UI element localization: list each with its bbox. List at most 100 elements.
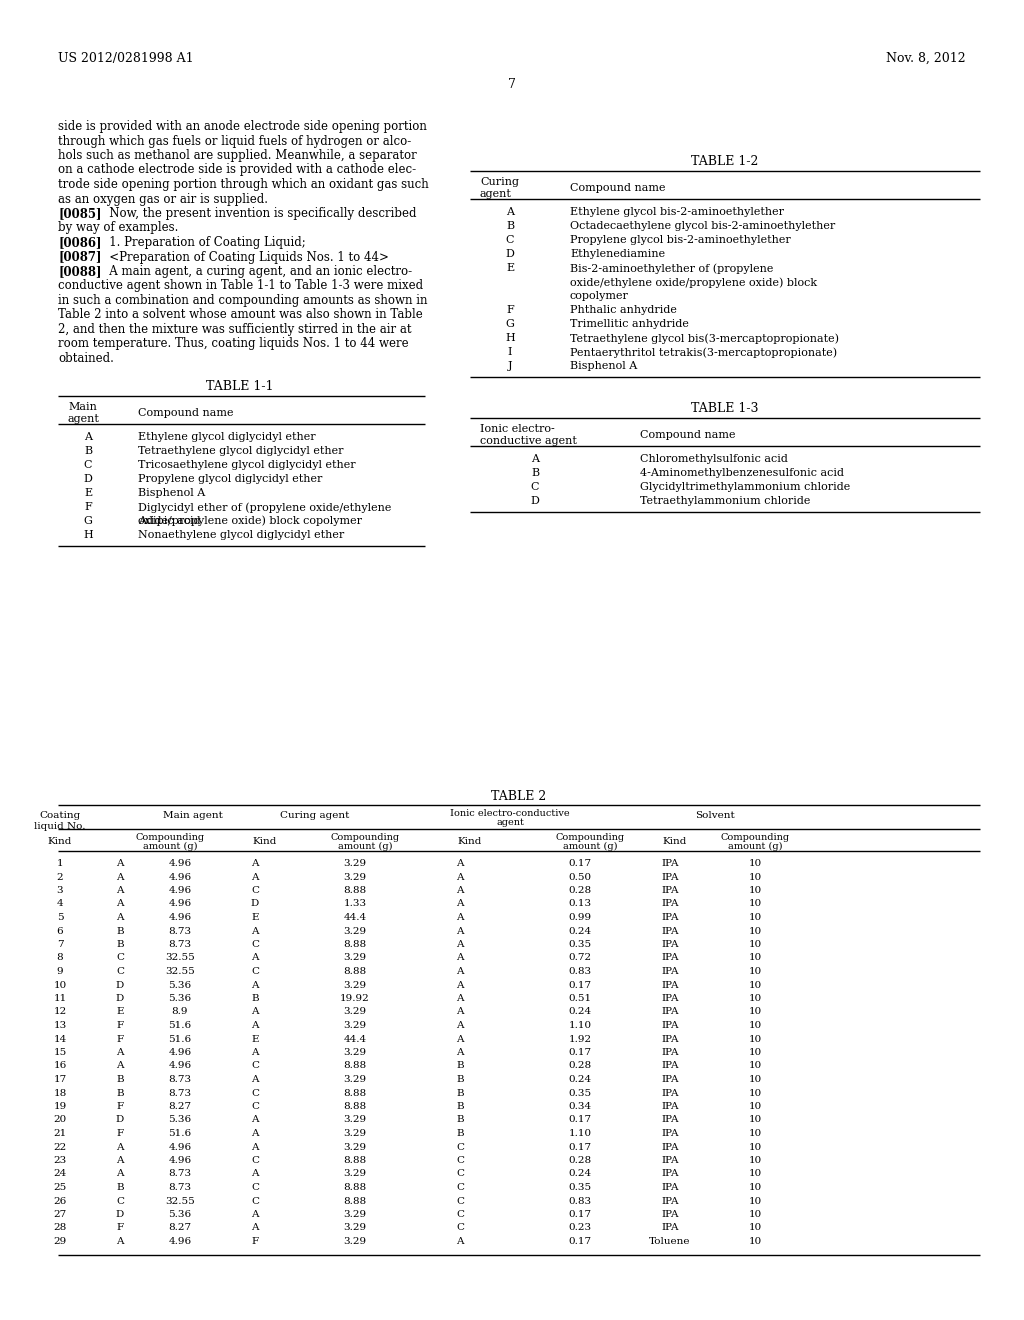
Text: IPA: IPA	[662, 899, 679, 908]
Text: B: B	[116, 1074, 124, 1084]
Text: H: H	[83, 531, 93, 540]
Text: 10: 10	[749, 1170, 762, 1179]
Text: A: A	[457, 1007, 464, 1016]
Text: IPA: IPA	[662, 1156, 679, 1166]
Text: Ethylenediamine: Ethylenediamine	[570, 249, 666, 259]
Text: conductive agent shown in Table 1-1 to Table 1-3 were mixed: conductive agent shown in Table 1-1 to T…	[58, 280, 423, 293]
Text: C: C	[251, 1196, 259, 1205]
Text: 10: 10	[749, 1061, 762, 1071]
Text: Tricosaethylene glycol diglycidyl ether: Tricosaethylene glycol diglycidyl ether	[138, 459, 355, 470]
Text: side is provided with an anode electrode side opening portion: side is provided with an anode electrode…	[58, 120, 427, 133]
Text: Compound name: Compound name	[138, 408, 233, 418]
Text: C: C	[506, 235, 514, 246]
Text: 8.88: 8.88	[343, 886, 367, 895]
Text: A: A	[117, 1156, 124, 1166]
Text: 20: 20	[53, 1115, 67, 1125]
Text: A: A	[251, 953, 259, 962]
Text: 4.96: 4.96	[168, 1143, 191, 1151]
Text: 0.83: 0.83	[568, 968, 592, 975]
Text: 44.4: 44.4	[343, 913, 367, 921]
Text: 6: 6	[56, 927, 63, 936]
Text: 4.96: 4.96	[168, 899, 191, 908]
Text: A main agent, a curing agent, and an ionic electro-: A main agent, a curing agent, and an ion…	[98, 265, 412, 279]
Text: 8.73: 8.73	[168, 1089, 191, 1097]
Text: 3.29: 3.29	[343, 927, 367, 936]
Text: Ethylene glycol bis-2-aminoethylether: Ethylene glycol bis-2-aminoethylether	[570, 207, 784, 216]
Text: 0.24: 0.24	[568, 1007, 592, 1016]
Text: Kind: Kind	[48, 837, 72, 846]
Text: 4.96: 4.96	[168, 1156, 191, 1166]
Text: C: C	[251, 1156, 259, 1166]
Text: by way of examples.: by way of examples.	[58, 222, 178, 235]
Text: B: B	[456, 1061, 464, 1071]
Text: IPA: IPA	[662, 1143, 679, 1151]
Text: 10: 10	[749, 981, 762, 990]
Text: 4.96: 4.96	[168, 1061, 191, 1071]
Text: Bisphenol A: Bisphenol A	[138, 488, 205, 498]
Text: in such a combination and compounding amounts as shown in: in such a combination and compounding am…	[58, 294, 427, 308]
Text: Table 2 into a solvent whose amount was also shown in Table: Table 2 into a solvent whose amount was …	[58, 309, 423, 322]
Text: C: C	[116, 1196, 124, 1205]
Text: copolymer: copolymer	[570, 290, 629, 301]
Text: F: F	[506, 305, 514, 315]
Text: through which gas fuels or liquid fuels of hydrogen or alco-: through which gas fuels or liquid fuels …	[58, 135, 412, 148]
Text: TABLE 2: TABLE 2	[492, 789, 547, 803]
Text: oxide/propylene oxide) block copolymer: oxide/propylene oxide) block copolymer	[138, 515, 362, 525]
Text: Compound name: Compound name	[640, 430, 735, 440]
Text: IPA: IPA	[662, 1102, 679, 1111]
Text: 8.73: 8.73	[168, 1170, 191, 1179]
Text: oxide/ethylene oxide/propylene oxide) block: oxide/ethylene oxide/propylene oxide) bl…	[570, 277, 817, 288]
Text: 5.36: 5.36	[168, 1115, 191, 1125]
Text: B: B	[456, 1102, 464, 1111]
Text: 8.88: 8.88	[343, 1196, 367, 1205]
Text: B: B	[506, 220, 514, 231]
Text: 9: 9	[56, 968, 63, 975]
Text: A: A	[531, 454, 539, 465]
Text: Tetraethylene glycol diglycidyl ether: Tetraethylene glycol diglycidyl ether	[138, 446, 343, 455]
Text: 3.29: 3.29	[343, 1170, 367, 1179]
Text: Compounding: Compounding	[721, 833, 790, 842]
Text: 17: 17	[53, 1074, 67, 1084]
Text: agent: agent	[496, 818, 524, 828]
Text: A: A	[117, 1237, 124, 1246]
Text: F: F	[117, 1129, 124, 1138]
Text: D: D	[116, 1210, 124, 1218]
Text: 0.72: 0.72	[568, 953, 592, 962]
Text: 13: 13	[53, 1020, 67, 1030]
Text: 10: 10	[749, 1007, 762, 1016]
Text: 14: 14	[53, 1035, 67, 1044]
Text: 32.55: 32.55	[165, 968, 195, 975]
Text: amount (g): amount (g)	[338, 842, 392, 851]
Text: IPA: IPA	[662, 886, 679, 895]
Text: 10: 10	[749, 1183, 762, 1192]
Text: C: C	[251, 1183, 259, 1192]
Text: 3.29: 3.29	[343, 981, 367, 990]
Text: 10: 10	[749, 994, 762, 1003]
Text: 1.33: 1.33	[343, 899, 367, 908]
Text: A: A	[457, 886, 464, 895]
Text: 8.88: 8.88	[343, 1183, 367, 1192]
Text: 51.6: 51.6	[168, 1020, 191, 1030]
Text: E: E	[251, 1035, 259, 1044]
Text: IPA: IPA	[662, 981, 679, 990]
Text: B: B	[251, 994, 259, 1003]
Text: 10: 10	[749, 1237, 762, 1246]
Text: 0.17: 0.17	[568, 1143, 592, 1151]
Text: 3.29: 3.29	[343, 1007, 367, 1016]
Text: 10: 10	[749, 1210, 762, 1218]
Text: A: A	[457, 940, 464, 949]
Text: 4: 4	[56, 899, 63, 908]
Text: 3.29: 3.29	[343, 1048, 367, 1057]
Text: 27: 27	[53, 1210, 67, 1218]
Text: Curing agent: Curing agent	[281, 810, 349, 820]
Text: 3: 3	[56, 886, 63, 895]
Text: B: B	[530, 469, 539, 478]
Text: 0.17: 0.17	[568, 1048, 592, 1057]
Text: 5.36: 5.36	[168, 981, 191, 990]
Text: [0088]: [0088]	[58, 265, 101, 279]
Text: 8.27: 8.27	[168, 1224, 191, 1233]
Text: IPA: IPA	[662, 1170, 679, 1179]
Text: Octadecaethylene glycol bis-2-aminoethylether: Octadecaethylene glycol bis-2-aminoethyl…	[570, 220, 836, 231]
Text: 4.96: 4.96	[168, 859, 191, 869]
Text: US 2012/0281998 A1: US 2012/0281998 A1	[58, 51, 194, 65]
